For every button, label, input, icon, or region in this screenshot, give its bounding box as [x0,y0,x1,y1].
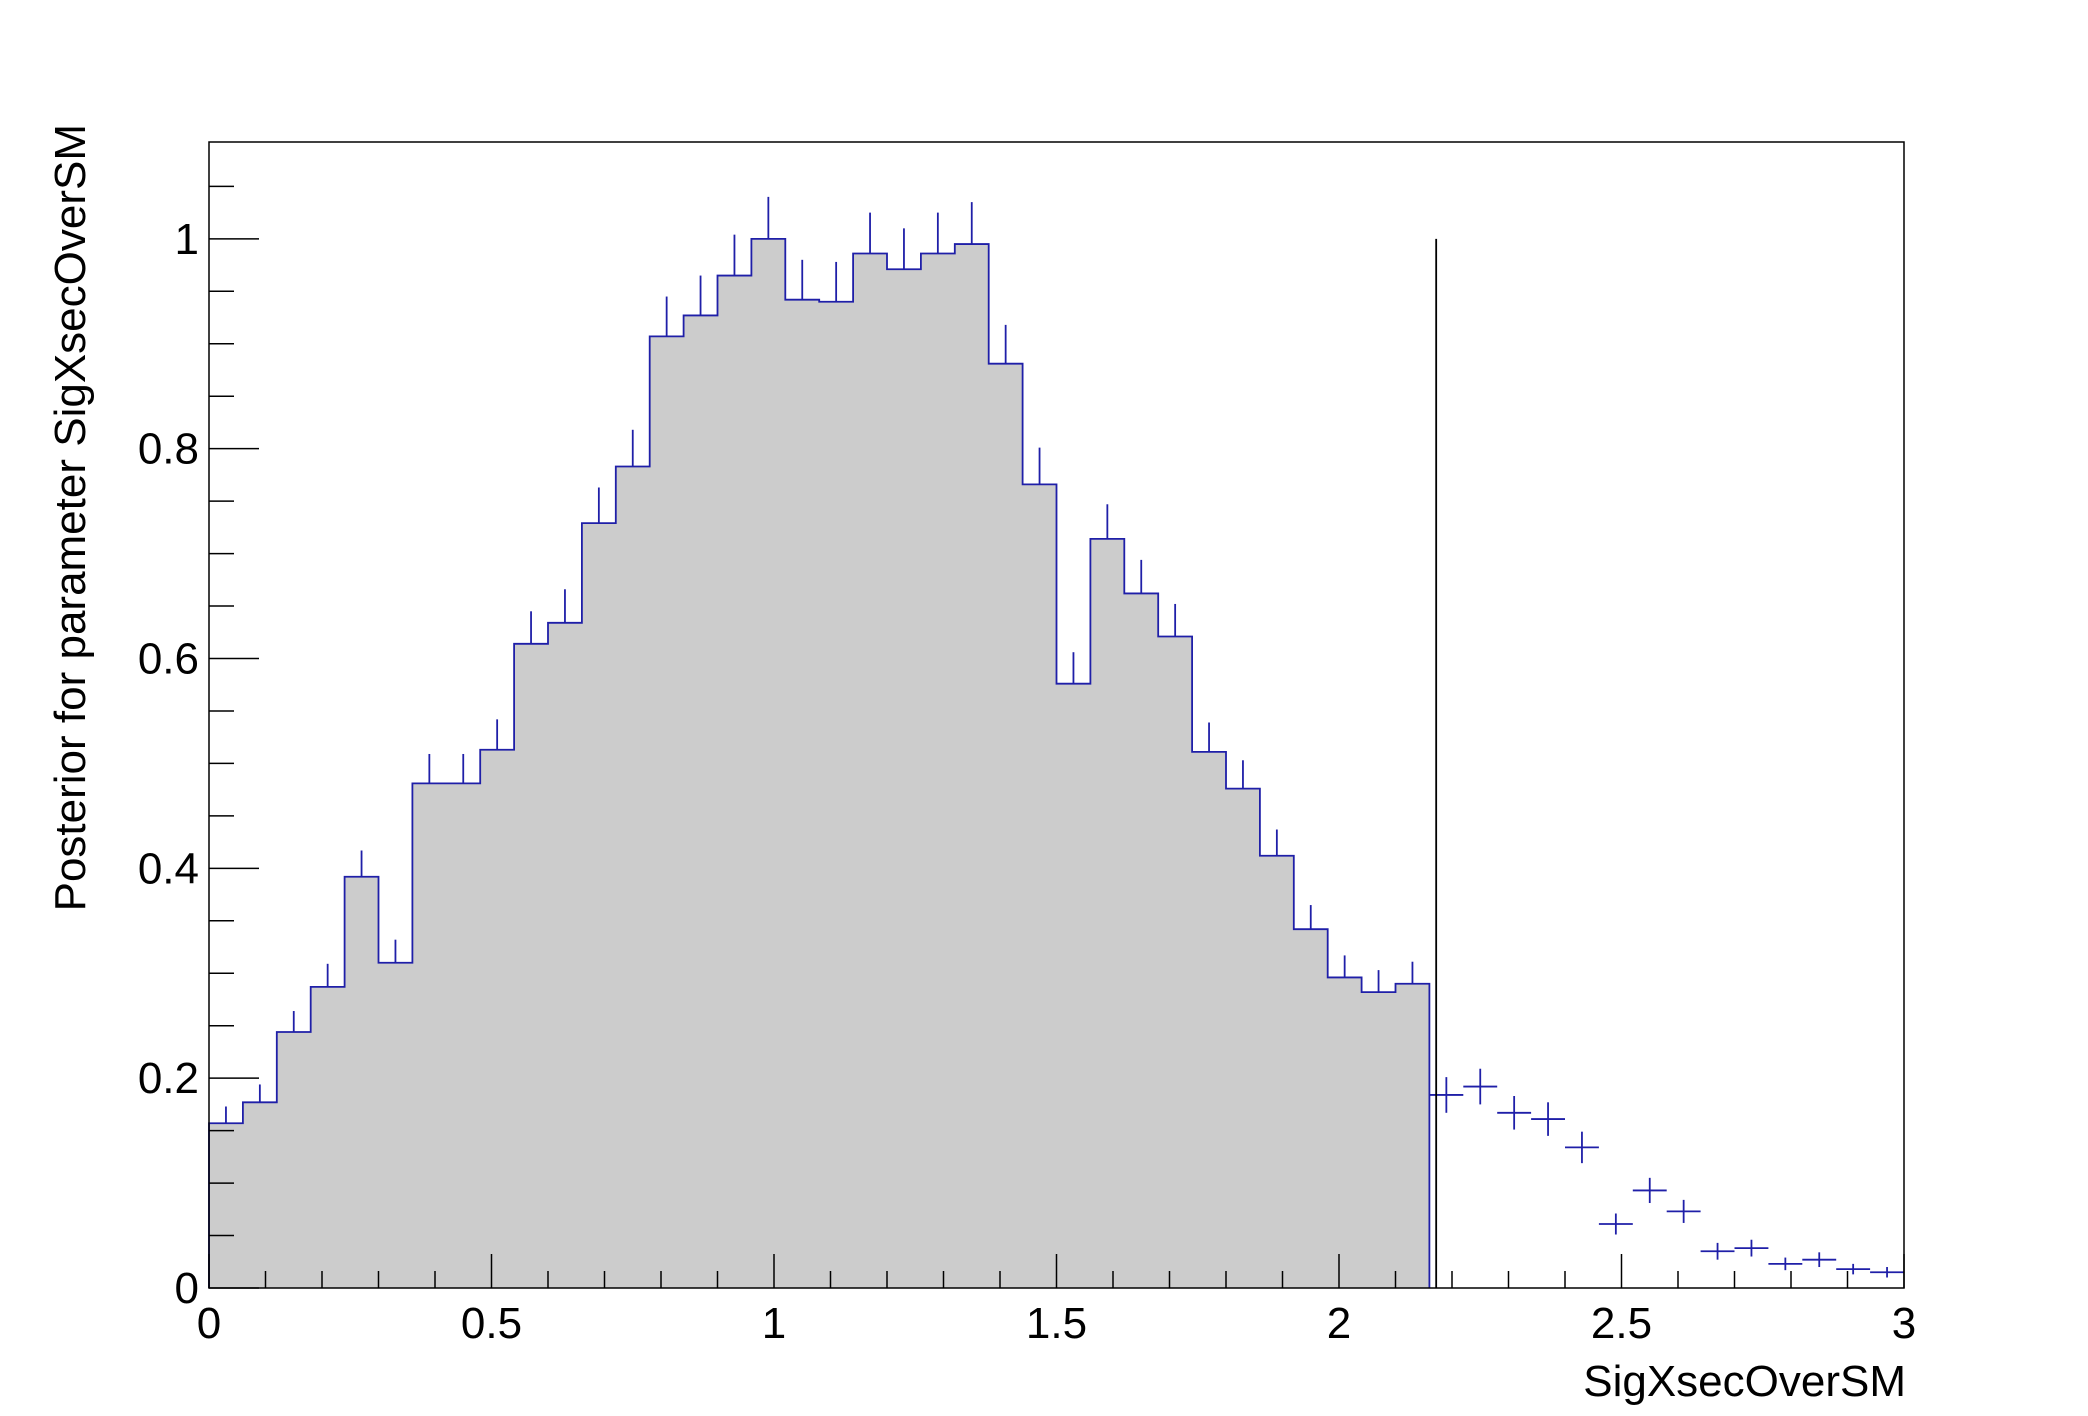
shaded-area-layer [209,238,1430,1289]
x-tick-label: 3 [1892,1299,1916,1348]
x-tick-label: 1 [762,1299,786,1348]
x-tick-label: 2.5 [1591,1299,1652,1348]
shaded-bin [1124,593,1159,1288]
y-tick-label: 0.2 [138,1054,199,1103]
marker-layer [225,196,1904,1288]
shaded-bin [1327,977,1363,1288]
shaded-bin [548,622,583,1288]
x-tick-label: 1.5 [1026,1299,1087,1348]
shaded-bin [514,643,549,1288]
shaded-bin [1293,929,1329,1288]
shaded-bin [1361,992,1397,1288]
shaded-bin [1056,683,1091,1288]
shaded-bin [954,244,990,1288]
shaded-bin [887,269,922,1288]
shaded-bin [649,336,685,1288]
shaded-bin [1090,538,1125,1288]
shaded-bin [717,275,752,1288]
y-tick-label: 0 [175,1264,199,1313]
shaded-bin [683,315,719,1289]
x-axis-title: SigXsecOverSM [1583,1357,1906,1406]
shaded-bin [920,253,956,1288]
x-tick-label: 0 [197,1299,221,1348]
shaded-bin [209,1123,244,1288]
shaded-bin [615,466,651,1289]
y-tick-label: 0.4 [138,844,199,893]
shaded-bin [1395,983,1430,1288]
shaded-bin [480,749,515,1288]
shaded-bin [1022,484,1058,1288]
y-axis-title: Posterior for parameter SigXsecOverSM [46,124,95,911]
x-tick-label: 2 [1327,1299,1351,1348]
shaded-bin [581,523,617,1288]
shaded-bin [412,783,447,1288]
axis-layer: 0 0.5 1 1.5 2 2.5 3 0 0.2 0.4 0.6 0.8 1 [138,185,1916,1348]
shaded-bin [751,238,786,1289]
shaded-bin [378,962,413,1288]
shaded-bin [853,253,888,1288]
shaded-bin [988,363,1024,1288]
y-tick-label: 1 [175,215,199,264]
shaded-bin [276,1032,312,1288]
shaded-bin [446,783,481,1288]
shaded-bin [819,301,854,1288]
shaded-bin [1226,788,1261,1288]
y-tick-label: 0.6 [138,635,199,684]
shaded-bin [242,1102,278,1288]
histogram-step-outline [208,237,1431,1288]
shaded-bin [1259,855,1295,1288]
x-tick-label: 0.5 [461,1299,522,1348]
shaded-bin [310,986,346,1288]
shaded-bin [1192,751,1227,1288]
shaded-bin [344,876,380,1288]
y-tick-label: 0.8 [138,425,199,474]
shaded-bin [1158,636,1193,1288]
shaded-bin [785,299,820,1288]
histogram-layer [208,237,1431,1288]
